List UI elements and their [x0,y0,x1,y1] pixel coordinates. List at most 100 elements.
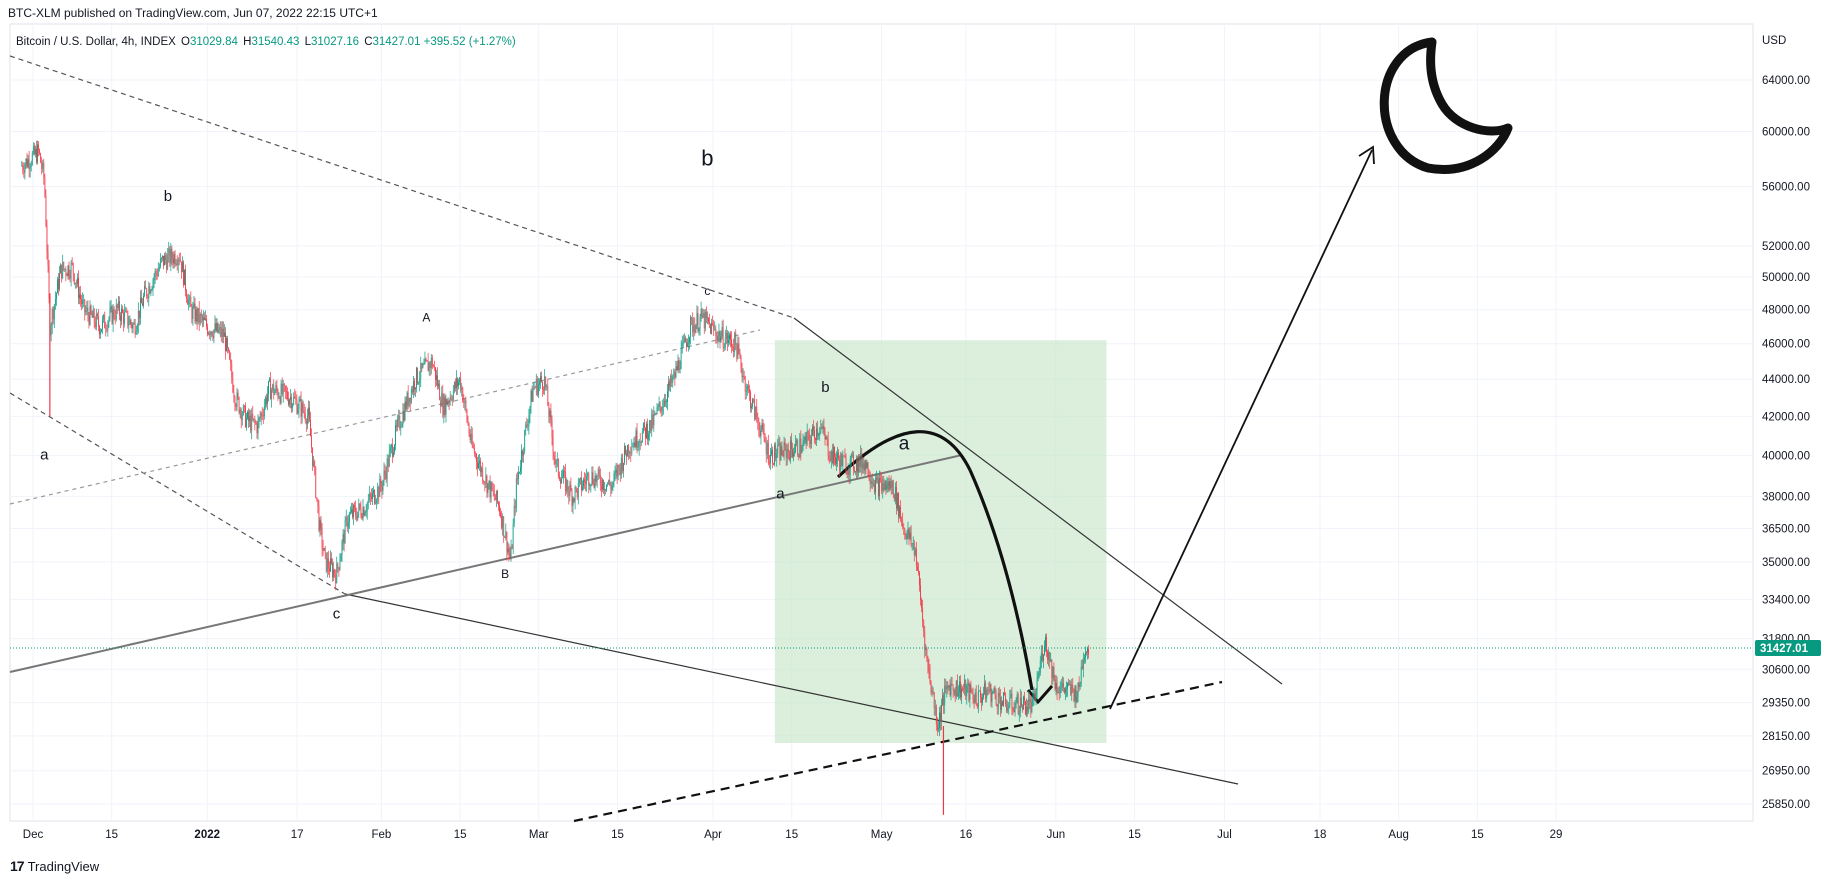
candle [739,348,741,360]
candle [178,253,180,266]
candle [427,352,429,372]
candle [254,415,256,431]
y-tick-label: 50000.00 [1762,272,1810,284]
candle [969,682,971,708]
current-price-label: 31427.01 [1760,643,1809,655]
candle [532,382,534,403]
candle [541,371,542,383]
candle [974,688,976,704]
candle [108,316,110,328]
candle [297,403,299,415]
candle [478,454,479,470]
candle [654,410,656,416]
candle [382,479,384,495]
candle [820,419,822,435]
candle [758,417,760,437]
candle [700,301,702,322]
candle [870,474,872,489]
candle [669,378,671,392]
wave-label: A [422,310,430,324]
candle [972,687,974,705]
candle [904,527,906,540]
candle [124,303,126,328]
candle [1053,662,1055,682]
candle [546,384,548,391]
candle [1023,695,1024,710]
candle [526,417,528,429]
candle [119,296,120,321]
candle [629,450,631,459]
candle [624,442,625,465]
candle [582,480,583,492]
candle [165,251,167,265]
candle [655,412,657,416]
candle [741,362,743,383]
candle [548,401,550,423]
candle [346,515,348,532]
candle [619,462,621,482]
candle [60,263,62,274]
candle [1067,682,1068,697]
candle [486,474,488,499]
candle [282,379,284,403]
candle [289,398,290,408]
tradingview-brand[interactable]: 17 TradingView [10,858,99,874]
candle [564,466,566,479]
candle [131,322,133,333]
candle [400,421,402,436]
candle [1070,680,1072,696]
candle [152,277,154,297]
candle [156,268,158,280]
candle [762,419,764,435]
candle [605,488,606,495]
candle [1050,652,1052,663]
candle [598,465,600,479]
candle [1012,706,1014,716]
projection-box[interactable] [774,340,1107,744]
candle [549,408,551,424]
candle [278,392,280,399]
candle [833,443,834,467]
candle [715,325,717,344]
candle [558,471,560,482]
candle [595,473,597,486]
candle [72,262,74,282]
candle [658,396,660,411]
candle [464,398,466,411]
candle [911,542,913,551]
legend-symbol: Bitcoin / U.S. Dollar, 4h, INDEX [16,36,176,48]
candle [742,368,744,384]
candle [216,318,218,334]
candle [41,156,43,175]
candle [136,323,138,335]
candle [172,251,174,269]
candle [1019,689,1021,718]
candle [117,295,119,311]
candle [671,369,673,388]
trend-lines[interactable] [9,55,1375,823]
candle [1079,681,1081,690]
candle [431,354,433,370]
candle [167,248,169,271]
candle [468,422,470,438]
candle [480,457,482,477]
candle [766,439,768,460]
candle [675,360,677,379]
candle [743,370,745,380]
wave-labels: a b c A Bb c b a a [40,146,910,623]
candle [333,561,335,581]
candle [234,395,236,412]
price-series[interactable] [21,140,1089,815]
candle [757,412,759,430]
candle [823,418,825,436]
candle [123,309,125,332]
candle [233,384,235,403]
candle [822,420,824,434]
candle [768,455,770,469]
candle [864,459,866,476]
candle [372,487,373,506]
candle [132,322,134,334]
candle [112,304,114,333]
candle [661,399,663,416]
